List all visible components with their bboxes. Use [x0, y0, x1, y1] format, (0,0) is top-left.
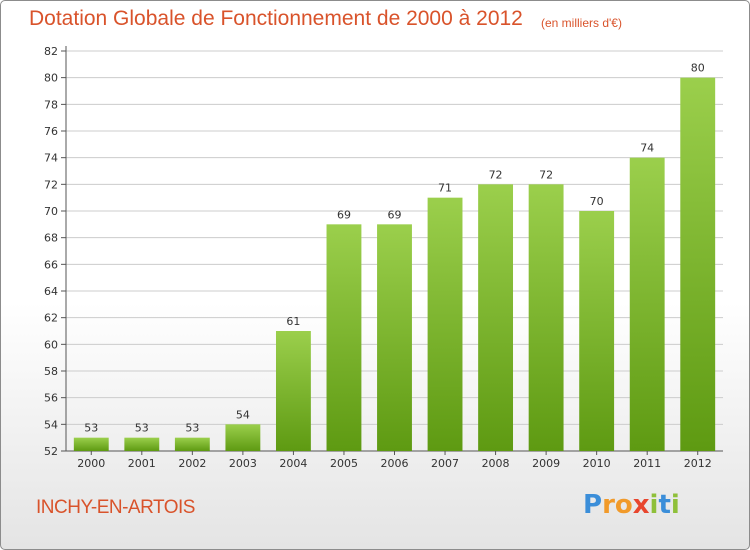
bar [275, 331, 311, 451]
data-label: 70 [590, 195, 604, 208]
proxiti-logo: Proxiti [583, 490, 680, 520]
bars [73, 77, 716, 452]
data-label: 71 [438, 182, 452, 195]
y-tick-label: 60 [44, 338, 58, 351]
x-tick-label: 2007 [431, 457, 459, 470]
x-tick-label: 2009 [532, 457, 560, 470]
x-tick-label: 2000 [77, 457, 105, 470]
bar [326, 224, 362, 451]
y-tick-labels: 52 54 56 58 60 62 64 66 68 70 72 74 76 78 80 82 [44, 45, 66, 458]
data-label: 53 [185, 422, 199, 435]
bar [680, 77, 716, 452]
x-tick-label: 2012 [684, 457, 712, 470]
y-tick-label: 82 [44, 45, 58, 58]
data-label: 72 [489, 168, 503, 181]
y-tick-label: 56 [44, 392, 58, 405]
y-tick-label: 78 [44, 98, 58, 111]
bar [478, 184, 514, 452]
data-label: 69 [337, 208, 351, 221]
x-tick-label: 2010 [583, 457, 611, 470]
data-label: 69 [388, 208, 402, 221]
data-label: 53 [135, 422, 149, 435]
y-tick-label: 66 [44, 258, 58, 271]
data-label: 61 [286, 315, 300, 328]
bar [427, 197, 463, 451]
bar [225, 424, 261, 451]
y-tick-label: 70 [44, 205, 58, 218]
x-tick-label: 2005 [330, 457, 358, 470]
y-tick-label: 72 [44, 178, 58, 191]
y-tick-label: 62 [44, 312, 58, 325]
bar [377, 224, 412, 451]
x-tick-label: 2002 [178, 457, 206, 470]
data-label: 74 [640, 142, 654, 155]
data-label: 54 [236, 408, 250, 421]
bar [629, 157, 665, 451]
x-tick-label: 2001 [128, 457, 156, 470]
y-tick-label: 54 [44, 418, 58, 431]
commune-name: INCHY-EN-ARTOIS [36, 497, 195, 518]
bar [174, 437, 210, 451]
data-label: 53 [84, 422, 98, 435]
bar [73, 437, 109, 451]
data-labels: 53 53 53 54 61 69 69 71 72 72 70 74 80 [84, 62, 704, 435]
y-tick-label: 64 [44, 285, 58, 298]
chart-title: Dotation Globale de Fonctionnement de 20… [29, 7, 523, 30]
x-tick-label: 2003 [229, 457, 257, 470]
y-tick-label: 58 [44, 365, 58, 378]
unit-note: (en milliers d'€) [541, 16, 622, 30]
data-label: 72 [539, 168, 553, 181]
bar [124, 437, 160, 451]
y-tick-label: 74 [44, 152, 58, 165]
y-tick-label: 76 [44, 125, 58, 138]
bar [579, 211, 615, 451]
y-tick-label: 80 [44, 72, 58, 85]
x-tick-label: 2008 [482, 457, 510, 470]
y-tick-label: 52 [44, 445, 58, 458]
x-tick-label: 2011 [633, 457, 661, 470]
x-tick-label: 2004 [279, 457, 307, 470]
bar [528, 184, 564, 452]
y-tick-label: 68 [44, 232, 58, 245]
data-label: 80 [691, 62, 705, 75]
x-tick-labels: 2000 2001 2002 2003 2004 2005 2006 2007 2008 2009… [77, 451, 712, 470]
x-tick-label: 2006 [381, 457, 409, 470]
